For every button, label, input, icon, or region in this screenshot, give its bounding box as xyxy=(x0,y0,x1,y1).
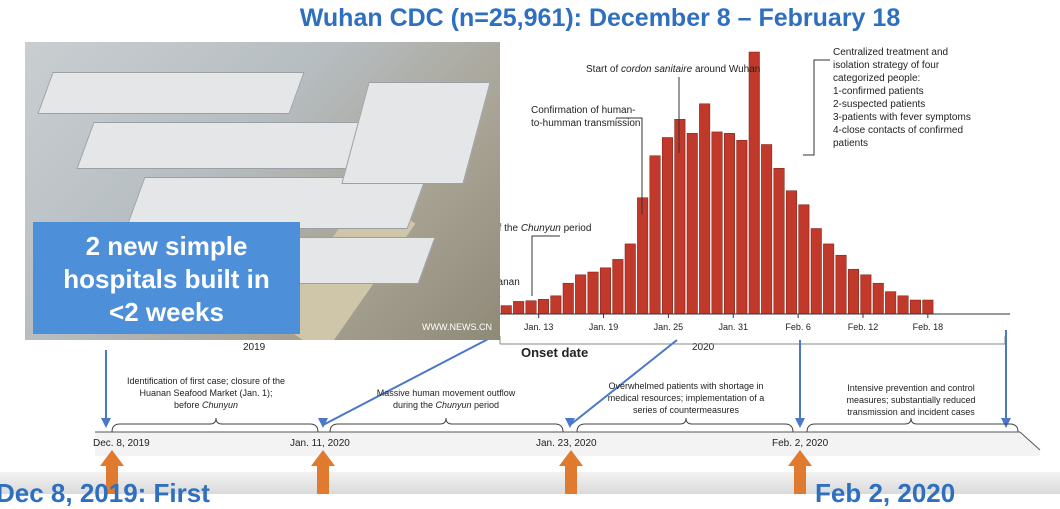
svg-text:to-humman transmission: to-humman transmission xyxy=(531,118,640,129)
x-tick-label-6: Feb. 18 xyxy=(913,322,944,332)
callout-line-1: 2 new simple xyxy=(85,231,248,261)
orange-arrows xyxy=(100,450,812,494)
connector-lines xyxy=(101,330,1011,428)
timeline: Dec. 8, 2019 Jan. 11, 2020 Jan. 23, 2020… xyxy=(93,376,1041,456)
annotation-cordon: Start of cordon sanitaire around Wuhan xyxy=(586,64,760,153)
svg-text:Start of cordon sanitaire arou: Start of cordon sanitaire around Wuhan xyxy=(586,64,760,75)
x-tick-label-0: Jan. 13 xyxy=(524,322,554,332)
photo-watermark: WWW.NEWS.CN xyxy=(422,322,492,332)
timeline-note-1-line-1: during the Chunyun period xyxy=(393,400,499,410)
timeline-note-0-line-0: Identification of first case; closure of… xyxy=(127,376,285,386)
svg-text:3-patients with fever symptoms: 3-patients with fever symptoms xyxy=(833,112,971,123)
orange-arrow-2 xyxy=(311,450,335,494)
svg-text:4-close contacts of confirmed: 4-close contacts of confirmed xyxy=(833,125,963,136)
callout-line-3: <2 weeks xyxy=(109,297,224,328)
annotation-chunyun: of the Chunyun period xyxy=(493,223,591,296)
timeline-note-0-line-2: before Chunyun xyxy=(174,400,238,410)
svg-text:1-confirmed patients: 1-confirmed patients xyxy=(833,86,924,97)
svg-text:Confirmation of human-: Confirmation of human- xyxy=(531,105,636,116)
page-title: Wuhan CDC (n=25,961): December 8 – Febru… xyxy=(299,4,901,32)
annotation-confirmation: Confirmation of human- to-humman transmi… xyxy=(531,105,643,214)
x-ticks: Jan. 13 Jan. 19 Jan. 25 Jan. 31 Feb. 6 Feb. 1… xyxy=(524,314,943,332)
timeline-note-3-line-2: transmission and incident cases xyxy=(847,407,975,417)
svg-text:isolation strategy of four: isolation strategy of four xyxy=(833,60,940,71)
svg-text:of the Chunyun period: of the Chunyun period xyxy=(493,223,591,234)
svg-text:2-suspected patients: 2-suspected patients xyxy=(833,99,925,110)
orange-arrow-3 xyxy=(559,450,583,494)
epidemic-curve-chart: Jan. 13 Jan. 19 Jan. 25 Jan. 31 Feb. 6 Feb. 1… xyxy=(93,47,1041,456)
x-tick-label-2: Jan. 25 xyxy=(654,322,684,332)
timeline-note-2-line-0: Overwhelmed patients with shortage in xyxy=(608,381,763,391)
x-tick-label-5: Feb. 12 xyxy=(848,322,879,332)
year-label-2020: 2020 xyxy=(692,342,715,353)
timeline-note-2-line-2: series of countermeasures xyxy=(633,405,740,415)
timeline-note-0-line-1: Huanan Seafood Market (Jan. 1); xyxy=(139,388,272,398)
svg-text:categorized people:: categorized people: xyxy=(833,73,920,84)
timeline-note-1-line-0: Massive human movement outflow xyxy=(377,388,516,398)
x-tick-label-3: Jan. 31 xyxy=(718,322,748,332)
timeline-date-0: Dec. 8, 2019 xyxy=(93,438,150,449)
timeline-date-1: Jan. 11, 2020 xyxy=(290,438,350,449)
x-axis-label: Onset date xyxy=(521,345,588,360)
orange-arrow-4 xyxy=(788,450,812,494)
callout-line-2: hospitals built in xyxy=(63,264,270,295)
x-tick-label-1: Jan. 19 xyxy=(589,322,619,332)
timeline-note-3-line-0: Intensive prevention and control xyxy=(847,383,975,393)
hospitals-callout: 2 new simple hospitals built in <2 weeks xyxy=(33,222,300,334)
timeline-date-2: Jan. 23, 2020 xyxy=(536,438,597,449)
timeline-note-3-line-1: measures; substantially reduced xyxy=(846,395,975,405)
timeline-note-2-line-1: medical resources; implementation of a xyxy=(608,393,765,403)
orange-arrow-1 xyxy=(100,450,124,494)
timeline-date-3: Feb. 2, 2020 xyxy=(772,438,829,449)
annotation-centralized: Centralized treatment and isolation stra… xyxy=(803,47,971,156)
svg-text:patients: patients xyxy=(833,138,868,149)
svg-text:nanan: nanan xyxy=(492,277,520,288)
year-label-2019: 2019 xyxy=(243,342,266,353)
x-tick-label-4: Feb. 6 xyxy=(785,322,811,332)
svg-text:Centralized treatment and: Centralized treatment and xyxy=(833,47,948,58)
